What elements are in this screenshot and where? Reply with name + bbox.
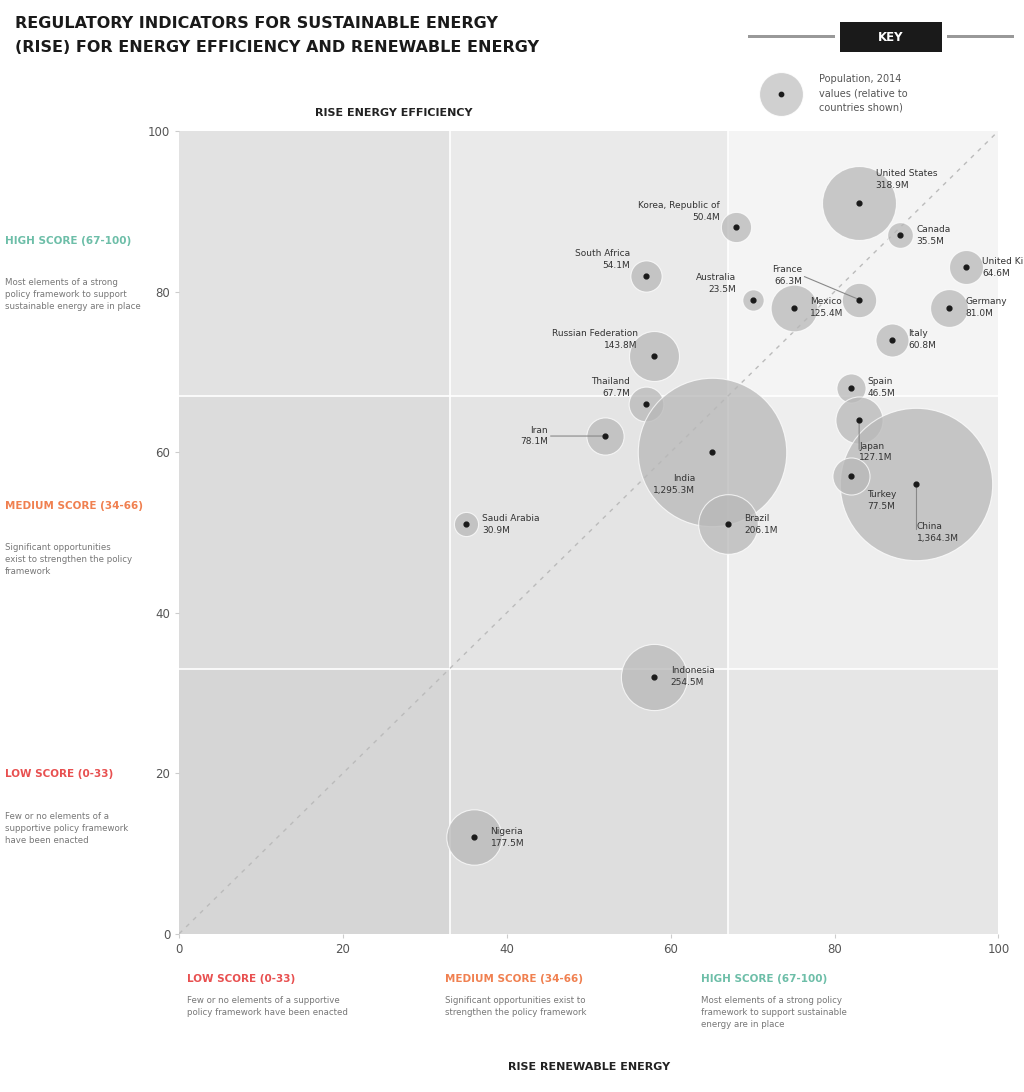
Text: France
66.3M: France 66.3M [772,265,802,286]
Text: Australia
23.5M: Australia 23.5M [696,273,736,294]
Point [703,443,720,461]
Text: China
1,364.3M: China 1,364.3M [916,522,958,543]
Text: Population, 2014
values (relative to
countries shown): Population, 2014 values (relative to cou… [819,74,908,112]
Text: United States
318.9M: United States 318.9M [876,169,937,190]
Bar [728,668,998,934]
Point [843,379,859,396]
Point [851,290,867,308]
Text: Turkey
77.5M: Turkey 77.5M [867,490,897,511]
Point [851,194,867,212]
Point [908,475,925,492]
Text: REGULATORY INDICATORS FOR SUSTAINABLE ENERGY: REGULATORY INDICATORS FOR SUSTAINABLE EN… [15,16,499,32]
Point [785,299,802,317]
Point [884,331,900,348]
Text: Canada
35.5M: Canada 35.5M [916,225,950,246]
Text: RISE ENERGY EFFICIENCY: RISE ENERGY EFFICIENCY [315,108,473,118]
Bar [450,668,728,934]
Point [638,266,654,284]
Text: LOW SCORE (0-33): LOW SCORE (0-33) [187,974,296,984]
Text: Most elements of a strong
policy framework to support
sustainable energy are in : Most elements of a strong policy framewo… [5,278,141,311]
Text: Japan
127.1M: Japan 127.1M [859,441,893,463]
Point [458,515,474,533]
Text: RISE RENEWABLE ENERGY: RISE RENEWABLE ENERGY [508,1063,670,1072]
Point [466,829,482,846]
Point [744,290,761,308]
Point [597,427,613,444]
Text: United Kingdom
64.6M: United Kingdom 64.6M [982,257,1024,277]
Text: Indonesia
254.5M: Indonesia 254.5M [671,666,715,687]
Text: Significant opportunities exist to
strengthen the policy framework: Significant opportunities exist to stren… [445,996,587,1017]
Point [646,668,663,686]
Point [720,515,736,533]
Point [646,347,663,365]
Text: South Africa
54.1M: South Africa 54.1M [574,249,630,270]
Point [851,194,867,212]
Bar [450,131,728,396]
Point [884,331,900,348]
Text: Brazil
206.1M: Brazil 206.1M [744,514,778,535]
Text: Nigeria
177.5M: Nigeria 177.5M [490,827,524,847]
Bar [179,131,450,396]
Point [466,829,482,846]
Point [638,395,654,413]
Point [703,443,720,461]
Point [941,299,957,317]
Point [957,259,974,276]
Text: HIGH SCORE (67-100): HIGH SCORE (67-100) [5,236,131,246]
Point [638,266,654,284]
Text: MEDIUM SCORE (34-66): MEDIUM SCORE (34-66) [5,500,143,511]
Text: Italy
60.8M: Italy 60.8M [908,330,936,351]
Bar [179,668,450,934]
Text: Korea, Republic of
50.4M: Korea, Republic of 50.4M [638,201,720,222]
Text: Saudi Arabia
30.9M: Saudi Arabia 30.9M [482,514,540,535]
Text: Mexico
125.4M: Mexico 125.4M [810,297,844,318]
Point [646,668,663,686]
Point [720,515,736,533]
Bar [728,396,998,668]
Point [851,412,867,429]
Point [785,299,802,317]
Point [744,290,761,308]
Text: Iran
78.1M: Iran 78.1M [520,426,548,447]
Point [941,299,957,317]
Point [957,259,974,276]
Text: MEDIUM SCORE (34-66): MEDIUM SCORE (34-66) [445,974,584,984]
Text: Most elements of a strong policy
framework to support sustainable
energy are in : Most elements of a strong policy framewo… [701,996,847,1029]
Point [908,475,925,492]
Bar [450,396,728,668]
Point [892,227,908,245]
Bar [179,396,450,668]
Point [728,218,744,236]
Text: Significant opportunities
exist to strengthen the policy
framework: Significant opportunities exist to stren… [5,544,132,575]
Bar [728,131,998,396]
Point [851,412,867,429]
Text: Few or no elements of a supportive
policy framework have been enacted: Few or no elements of a supportive polic… [187,996,348,1017]
Point [638,395,654,413]
Text: HIGH SCORE (67-100): HIGH SCORE (67-100) [701,974,827,984]
Point [728,218,744,236]
Point [843,467,859,485]
Text: India
1,295.3M: India 1,295.3M [653,474,695,495]
Text: Spain
46.5M: Spain 46.5M [867,378,895,399]
Point [772,85,788,103]
Text: Thailand
67.7M: Thailand 67.7M [591,378,630,399]
Text: (RISE) FOR ENERGY EFFICIENCY AND RENEWABLE ENERGY: (RISE) FOR ENERGY EFFICIENCY AND RENEWAB… [15,40,540,56]
Point [597,427,613,444]
Point [892,227,908,245]
Point [843,467,859,485]
Point [772,85,788,103]
Text: KEY: KEY [879,31,903,44]
Point [458,515,474,533]
Point [646,347,663,365]
Text: Russian Federation
143.8M: Russian Federation 143.8M [552,330,638,351]
Text: Few or no elements of a
supportive policy framework
have been enacted: Few or no elements of a supportive polic… [5,812,128,845]
Point [851,290,867,308]
Text: Germany
81.0M: Germany 81.0M [966,297,1008,318]
Point [843,379,859,396]
Text: LOW SCORE (0-33): LOW SCORE (0-33) [5,770,114,780]
